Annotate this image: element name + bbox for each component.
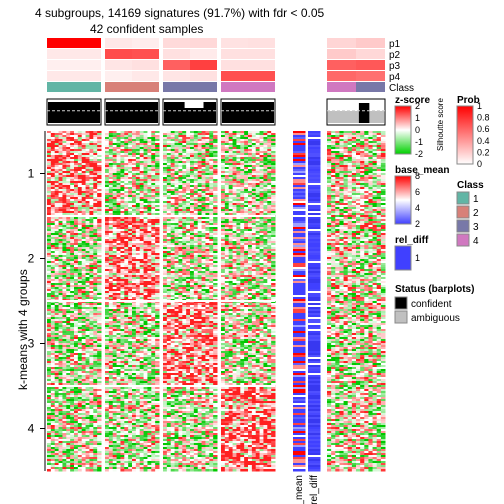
stripe-label: base_mean [294,475,305,504]
legend-title: z-score [395,95,430,106]
cluster-label: 4 [28,422,35,436]
cluster-label: 3 [28,337,35,351]
anno-row-label: p2 [389,50,401,61]
anno-row-label: Class [389,83,414,94]
legend-title: base_mean [395,165,449,176]
figure-svg: p1p2p3p4Class1234base_meanrel_diffz-scor… [0,0,504,504]
legend-title: rel_diff [395,235,429,246]
legend-title: Class [457,180,484,191]
cluster-label: 2 [28,252,35,266]
anno-row-label: p1 [389,39,401,50]
silhouette-legend-label: Silhoutte score [436,98,445,151]
cluster-label: 1 [28,167,35,181]
anno-row-label: p4 [389,72,401,83]
legend-title: Status (barplots) [395,284,474,295]
anno-row-label: p3 [389,61,401,72]
stripe-label: rel_diff [309,475,320,504]
